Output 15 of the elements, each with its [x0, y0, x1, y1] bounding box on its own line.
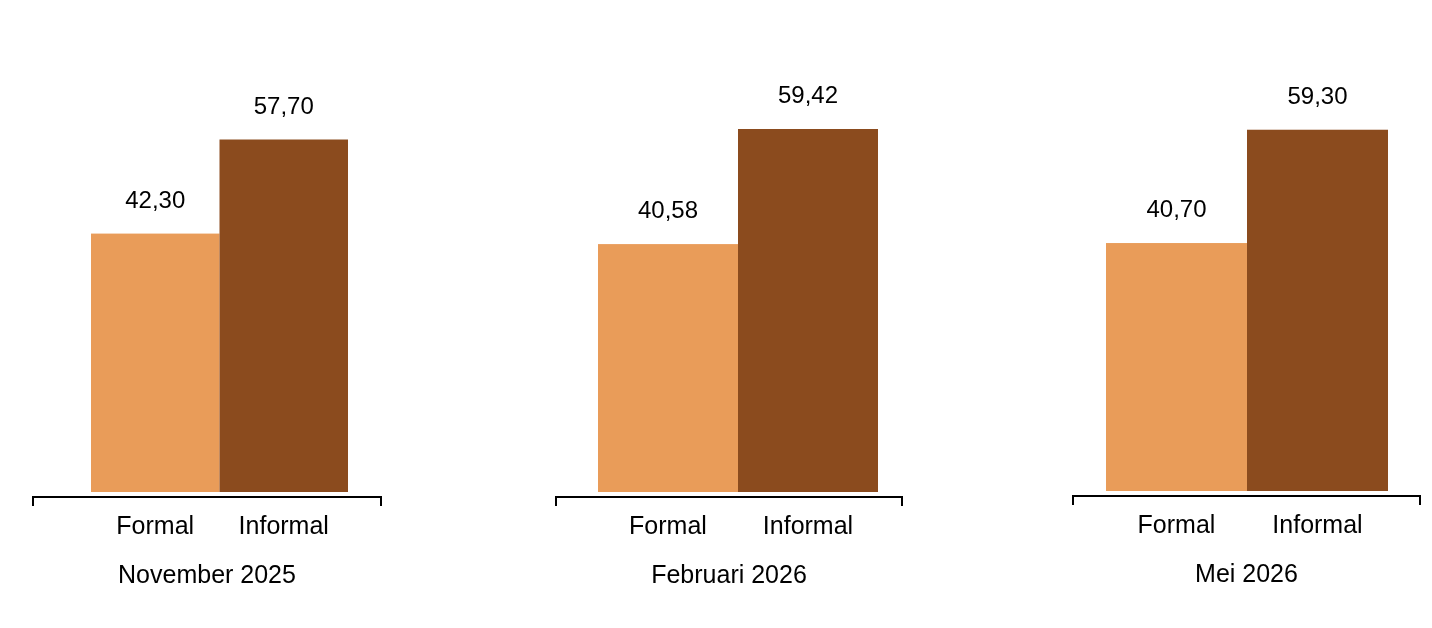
data-label: 57,70 — [253, 91, 314, 119]
data-label: 59,42 — [777, 81, 839, 108]
x-tick-label: Formal — [116, 511, 195, 539]
x-tick-label: Formal — [1137, 510, 1216, 538]
x-tick-label: Formal — [629, 511, 707, 539]
data-label: 59,30 — [1287, 81, 1348, 109]
data-label: 40,70 — [1146, 195, 1207, 223]
x-tick-label: Informal — [762, 511, 854, 539]
x-tick-label: Informal — [1272, 510, 1363, 538]
data-label: 40,58 — [637, 196, 699, 224]
x-axis-title: November 2025 — [118, 560, 296, 588]
data-label: 42,30 — [125, 185, 186, 213]
x-axis-title: Februari 2026 — [651, 560, 807, 588]
x-axis-title: Mei 2026 — [1195, 559, 1298, 587]
x-tick-label: Informal — [238, 511, 329, 539]
